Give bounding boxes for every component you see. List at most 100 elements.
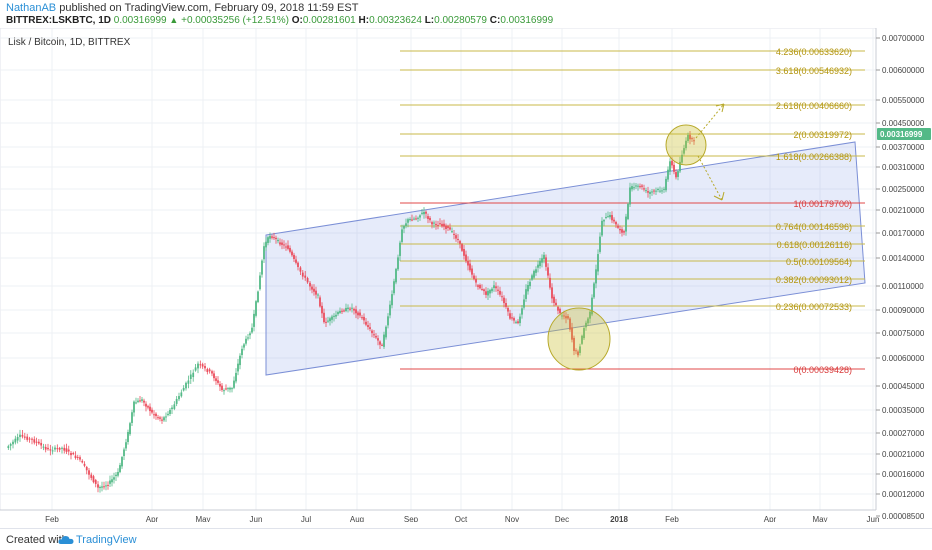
candle-body — [121, 457, 123, 467]
candle-body — [559, 308, 561, 314]
candle-body — [311, 286, 313, 290]
candle-body — [445, 225, 447, 229]
price-tick-label: 0.00016000 — [882, 470, 925, 479]
candle-body — [145, 403, 147, 407]
candle-body — [371, 330, 373, 334]
high-value: 0.00323624 — [369, 15, 422, 26]
price-tick-label: 0.00210000 — [882, 206, 925, 215]
candle-body — [281, 242, 283, 245]
candle-body — [369, 327, 371, 330]
candle-body — [425, 211, 427, 214]
candle-body — [617, 225, 619, 228]
candle-body — [329, 318, 331, 322]
price-axis[interactable]: 0.00700000 0.00600000 0.00550000 0.00450000… — [875, 28, 932, 522]
price-tick-label: 0.00027000 — [882, 429, 925, 438]
plot-background — [0, 27, 877, 511]
candle-body — [101, 486, 103, 488]
candle-body — [301, 272, 304, 277]
candle-body — [149, 406, 151, 412]
candle-body — [539, 260, 541, 267]
candle-body — [217, 380, 219, 383]
candle-body — [37, 441, 40, 444]
candle-body — [97, 484, 99, 488]
up-triangle-icon: ▲ — [169, 15, 179, 25]
time-tick-label: Apr — [764, 515, 777, 522]
price-tick-label: 0.00170000 — [882, 229, 925, 238]
candle-body — [72, 453, 75, 455]
time-tick-label: Sep — [404, 515, 419, 522]
fib-level-label: 4.236(0.00633620) — [776, 47, 852, 57]
candle-body — [221, 385, 223, 390]
time-tick-label: Feb — [45, 515, 59, 522]
price-chart[interactable]: 4.236(0.00633620) 3.618(0.00546932) 2.618(… — [0, 27, 932, 524]
time-axis[interactable]: Feb Apr May Jun Jul Aug Sep Oct Nov Dec 2018 Feb Apr… — [0, 509, 879, 524]
candle-body — [208, 369, 211, 372]
candle-body — [459, 241, 461, 244]
time-tick-label: 2018 — [610, 515, 628, 522]
candle-body — [591, 297, 593, 315]
bearish-arrow-head-icon — [713, 191, 725, 201]
candle-body — [213, 373, 215, 379]
author-link[interactable]: NathanAB — [6, 2, 57, 14]
candle-body — [225, 388, 227, 390]
candle-body — [463, 249, 465, 256]
fib-level-label: 0(0.00039428) — [793, 365, 852, 375]
candle-body — [194, 367, 197, 371]
last-price: 0.00316999 — [113, 15, 167, 26]
highlight-circle-top[interactable] — [665, 124, 707, 166]
candle-body — [85, 466, 88, 471]
candle-body — [12, 441, 14, 445]
time-tick-label: Jun — [250, 515, 263, 522]
chart-title: Lisk / Bitcoin, 1D, BITTREX — [8, 37, 131, 48]
bullish-arrow-line[interactable] — [695, 103, 725, 139]
fib-level-label: 0.5(0.00109564) — [786, 257, 852, 267]
candle-body — [327, 320, 329, 322]
highlight-circle-bottom[interactable] — [547, 307, 611, 371]
candle-body — [189, 374, 192, 380]
current-price-badge — [877, 128, 931, 140]
candle-body — [441, 223, 443, 227]
candle-body — [223, 390, 225, 392]
bearish-arrow-line[interactable] — [697, 155, 723, 201]
candle-body — [235, 372, 237, 382]
candle-body — [306, 278, 309, 283]
candle-body — [353, 308, 355, 311]
chart-area[interactable]: 4.236(0.00633620) 3.618(0.00546932) 2.618(… — [0, 27, 932, 524]
price-tick-label: 0.00110000 — [882, 282, 924, 291]
candle-body — [127, 432, 129, 442]
candle-body — [467, 260, 469, 266]
candle-body — [505, 303, 507, 307]
fib-levels[interactable]: 4.236(0.00633620) 3.618(0.00546932) 2.618(… — [400, 47, 865, 375]
candle-body — [683, 148, 685, 154]
candle-body — [159, 417, 161, 419]
candle-body — [94, 480, 97, 484]
candle-body — [503, 297, 505, 304]
publish-info: published on TradingView.com, February 0… — [56, 2, 359, 14]
candle-body — [485, 291, 487, 295]
candle-body — [575, 350, 577, 352]
candle-body — [663, 188, 665, 190]
candle-body — [637, 185, 639, 187]
candle-body — [19, 434, 21, 438]
candle-body — [563, 315, 565, 317]
candle-body — [47, 447, 49, 450]
candle-body — [245, 338, 247, 344]
candle-body — [261, 260, 263, 275]
candle-body — [417, 217, 419, 219]
annotations[interactable] — [547, 103, 725, 371]
candle-body — [365, 321, 367, 325]
candle-body — [373, 334, 375, 336]
candle-body — [180, 392, 183, 397]
candle-body — [623, 231, 625, 233]
candle-body — [555, 302, 557, 306]
candle-body — [667, 169, 669, 180]
candle-body — [657, 188, 659, 190]
candle-body — [447, 226, 449, 228]
candle-body — [325, 321, 327, 323]
candle-body — [649, 191, 651, 194]
price-channel[interactable] — [265, 141, 866, 376]
candle-body — [457, 238, 459, 240]
candle-body — [531, 275, 533, 280]
tradingview-brand-link[interactable]: TradingView — [76, 534, 137, 546]
candle-body — [99, 486, 101, 489]
